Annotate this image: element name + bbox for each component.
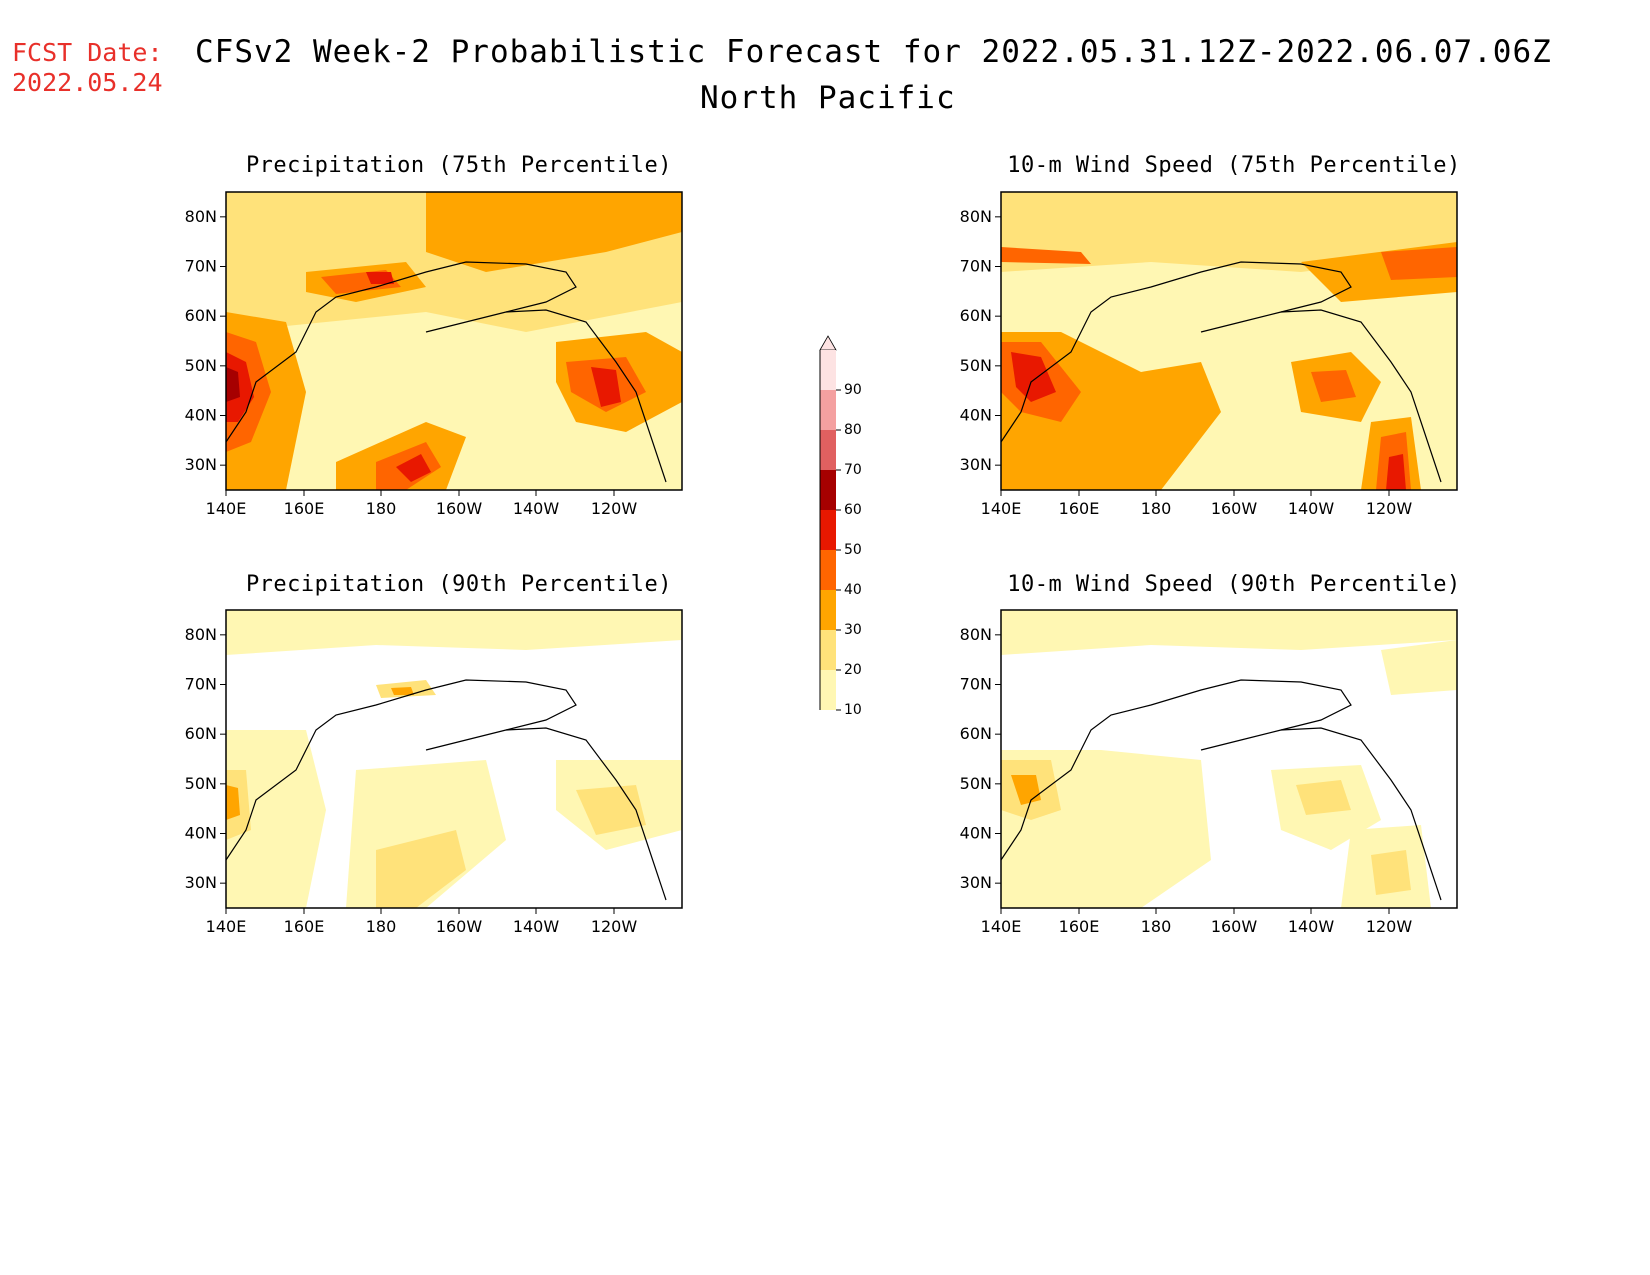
lat-tick-label: 50N bbox=[185, 356, 217, 375]
lon-tick-label: 140W bbox=[1288, 499, 1335, 518]
colorbar: 10 20 30 40 50 60 70 80 90 bbox=[819, 335, 862, 718]
map-precip90: 80N 70N 60N 50N 40N 30N 140E 160E 180 160W 140W 12… bbox=[185, 609, 683, 936]
lat-tick-label: 30N bbox=[960, 873, 992, 892]
lon-tick-label: 140E bbox=[981, 917, 1022, 936]
colorbar-tick-label: 20 bbox=[844, 662, 862, 678]
lat-tick-label: 80N bbox=[185, 625, 217, 644]
colorbar-tick-label: 10 bbox=[844, 702, 862, 718]
lon-axis: 140E 160E 180 160W 140W 120W bbox=[981, 490, 1413, 518]
lon-tick-label: 180 bbox=[1141, 917, 1172, 936]
panel-title-wind75: 10-m Wind Speed (75th Percentile) bbox=[1007, 153, 1461, 178]
colorbar-tick-label: 50 bbox=[844, 542, 862, 558]
lon-tick-label: 120W bbox=[591, 917, 638, 936]
lon-tick-label: 180 bbox=[366, 499, 397, 518]
lon-tick-label: 180 bbox=[1141, 499, 1172, 518]
map-wind90: 80N 70N 60N 50N 40N 30N 140E 160E 180 160W 140W 12… bbox=[960, 609, 1458, 936]
lon-tick-label: 120W bbox=[591, 499, 638, 518]
lon-tick-label: 120W bbox=[1366, 499, 1413, 518]
lat-tick-label: 60N bbox=[960, 724, 992, 743]
lon-tick-label: 140W bbox=[513, 917, 560, 936]
lon-tick-label: 120W bbox=[1366, 917, 1413, 936]
lat-tick-label: 30N bbox=[185, 873, 217, 892]
lat-tick-label: 80N bbox=[185, 207, 217, 226]
lat-tick-label: 60N bbox=[185, 724, 217, 743]
colorbar-tick-label: 70 bbox=[844, 462, 862, 478]
lat-tick-label: 30N bbox=[960, 455, 992, 474]
colorbar-segment bbox=[820, 430, 836, 470]
lat-tick-label: 70N bbox=[960, 675, 992, 694]
lat-tick-label: 60N bbox=[185, 306, 217, 325]
fcst-date-value: 2022.05.24 bbox=[12, 68, 163, 97]
lat-tick-label: 50N bbox=[185, 774, 217, 793]
colorbar-segment bbox=[820, 670, 836, 710]
lat-axis: 80N 70N 60N 50N 40N 30N bbox=[960, 207, 1001, 474]
lat-tick-label: 40N bbox=[960, 824, 992, 843]
lon-axis: 140E 160E 180 160W 140W 120W bbox=[206, 908, 638, 936]
map-wind75: 80N 70N 60N 50N 40N 30N 140E 160E 180 160W 140W 12… bbox=[960, 191, 1458, 518]
lat-axis: 80N 70N 60N 50N 40N 30N bbox=[185, 207, 226, 474]
lat-axis: 80N 70N 60N 50N 40N 30N bbox=[185, 625, 226, 892]
lon-tick-label: 140W bbox=[513, 499, 560, 518]
lon-axis: 140E 160E 180 160W 140W 120W bbox=[206, 490, 638, 518]
lon-tick-label: 160E bbox=[1059, 917, 1100, 936]
colorbar-top-arrow bbox=[819, 335, 837, 351]
page-title: CFSv2 Week-2 Probabilistic Forecast for … bbox=[195, 34, 1552, 70]
panel-title-precip75: Precipitation (75th Percentile) bbox=[245, 153, 673, 178]
lat-tick-label: 50N bbox=[960, 774, 992, 793]
lon-tick-label: 140E bbox=[206, 917, 247, 936]
colorbar-tick-label: 90 bbox=[844, 382, 862, 398]
colorbar-tick-label: 30 bbox=[844, 622, 862, 638]
lat-tick-label: 70N bbox=[185, 675, 217, 694]
lat-tick-label: 50N bbox=[960, 356, 992, 375]
lat-tick-label: 40N bbox=[185, 824, 217, 843]
colorbar-segment bbox=[820, 550, 836, 590]
lon-tick-label: 160W bbox=[1211, 917, 1258, 936]
panel-title-precip90: Precipitation (90th Percentile) bbox=[245, 572, 673, 597]
lon-axis: 140E 160E 180 160W 140W 120W bbox=[981, 908, 1413, 936]
colorbar-segment bbox=[820, 630, 836, 670]
lat-tick-label: 30N bbox=[185, 455, 217, 474]
lon-tick-label: 140E bbox=[981, 499, 1022, 518]
colorbar-segment bbox=[820, 590, 836, 630]
lon-tick-label: 180 bbox=[366, 917, 397, 936]
lon-tick-label: 160W bbox=[436, 499, 483, 518]
forecast-date-block: FCST Date: 2022.05.24 bbox=[12, 38, 163, 98]
colorbar-tick-label: 40 bbox=[844, 582, 862, 598]
lon-tick-label: 160W bbox=[1211, 499, 1258, 518]
fcst-date-label: FCST Date: bbox=[12, 38, 163, 67]
lat-tick-label: 80N bbox=[960, 207, 992, 226]
colorbar-segment bbox=[820, 470, 836, 510]
page-subtitle: North Pacific bbox=[700, 80, 956, 116]
colorbar-tick-label: 80 bbox=[844, 422, 862, 438]
lon-tick-label: 140E bbox=[206, 499, 247, 518]
colorbar-segment bbox=[820, 510, 836, 550]
lon-tick-label: 160W bbox=[436, 917, 483, 936]
colorbar-segment bbox=[820, 390, 836, 430]
lat-tick-label: 70N bbox=[185, 257, 217, 276]
lon-tick-label: 160E bbox=[284, 499, 325, 518]
colorbar-segment bbox=[820, 350, 836, 390]
lat-tick-label: 40N bbox=[960, 406, 992, 425]
panel-title-wind90: 10-m Wind Speed (90th Percentile) bbox=[1007, 572, 1461, 597]
lat-tick-label: 60N bbox=[960, 306, 992, 325]
lat-tick-label: 70N bbox=[960, 257, 992, 276]
lat-tick-label: 80N bbox=[960, 625, 992, 644]
lon-tick-label: 160E bbox=[1059, 499, 1100, 518]
lon-tick-label: 160E bbox=[284, 917, 325, 936]
lat-axis: 80N 70N 60N 50N 40N 30N bbox=[960, 625, 1001, 892]
map-precip75: 80N 70N 60N 50N 40N 30N 140E 160E 180 160W 140W 12… bbox=[185, 191, 683, 518]
lat-tick-label: 40N bbox=[185, 406, 217, 425]
colorbar-tick-label: 60 bbox=[844, 502, 862, 518]
lon-tick-label: 140W bbox=[1288, 917, 1335, 936]
